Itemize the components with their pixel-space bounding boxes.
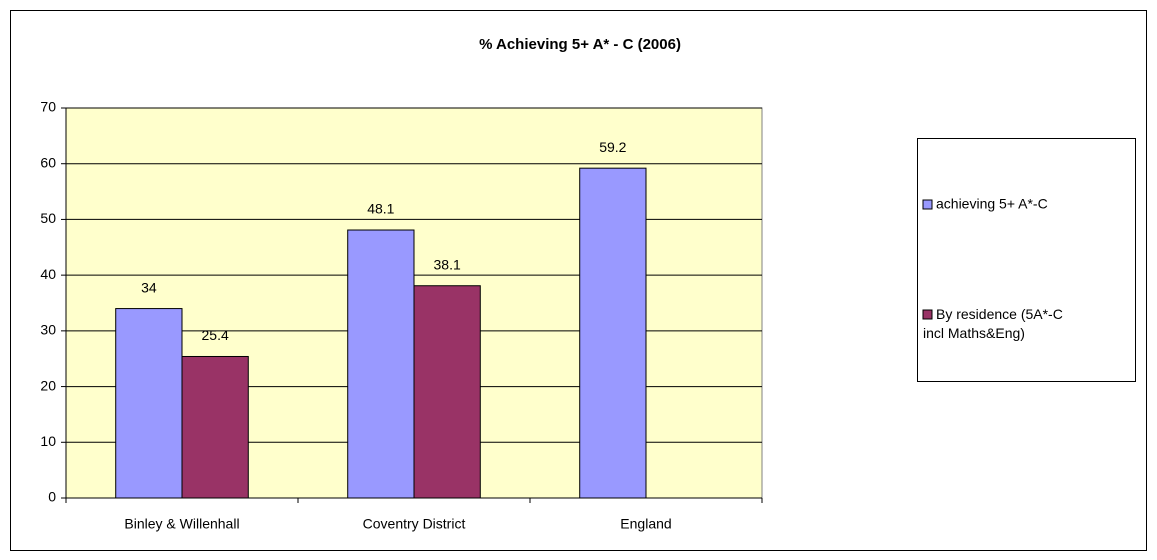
bar xyxy=(181,355,249,499)
x-tick-label: England xyxy=(620,516,671,532)
legend-swatch xyxy=(922,199,933,210)
y-tick-label: 40 xyxy=(40,266,56,282)
data-label: 48.1 xyxy=(367,201,394,217)
y-tick-label: 10 xyxy=(40,433,56,449)
data-label: 38.1 xyxy=(434,256,461,272)
bar xyxy=(413,285,481,499)
y-tick-label: 0 xyxy=(48,489,56,505)
data-label: 59.2 xyxy=(599,139,626,155)
legend-swatch xyxy=(922,309,933,320)
bar xyxy=(347,229,415,499)
legend-label: achieving 5+ A*-C xyxy=(936,196,1048,212)
y-tick-label: 60 xyxy=(40,154,56,170)
chart-title: % Achieving 5+ A* - C (2006) xyxy=(479,36,681,53)
legend-box xyxy=(917,138,1136,382)
y-tick-label: 20 xyxy=(40,377,56,393)
y-tick-label: 70 xyxy=(40,99,56,115)
y-tick-label: 50 xyxy=(40,210,56,226)
bar xyxy=(115,308,183,499)
legend-label: By residence (5A*-C incl Maths&Eng) xyxy=(923,306,1063,341)
y-tick-label: 30 xyxy=(40,322,56,338)
x-tick-label: Binley & Willenhall xyxy=(124,516,239,532)
bar xyxy=(579,167,647,499)
x-tick-label: Coventry District xyxy=(363,516,466,532)
data-label: 25.4 xyxy=(202,327,229,343)
data-label: 34 xyxy=(141,279,157,295)
